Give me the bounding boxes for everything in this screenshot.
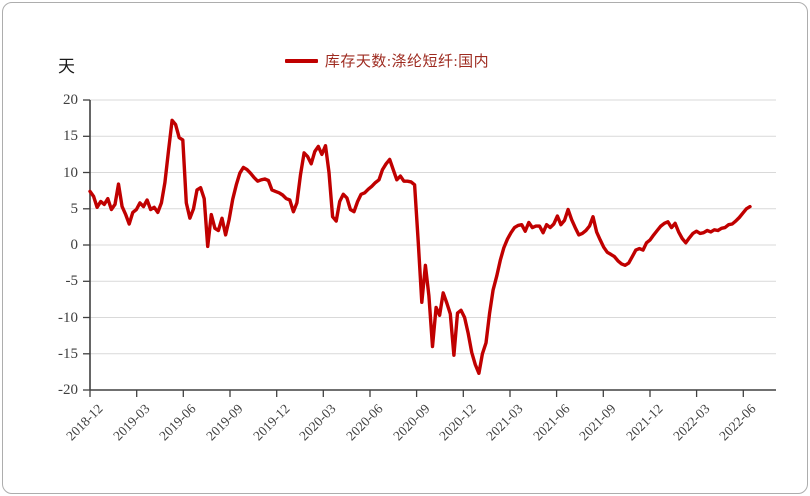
legend: 库存天数:涤纶短纤:国内 [0,50,792,71]
series-line [88,118,752,375]
y-axis-label-5: 5 [70,200,79,217]
y-axis-label-20: 20 [63,92,78,108]
y-axis-label--20: -20 [58,382,78,398]
y-axis-unit-label: 天 [58,57,75,76]
y-axis-label-0: 0 [70,237,79,253]
legend-line-swatch-icon [284,58,318,63]
y-axis-label--5: -5 [65,273,79,290]
legend-series-label: 库存天数:涤纶短纤:国内 [324,54,490,70]
y-axis-label--10: -10 [58,309,78,326]
y-axis-label-15: 15 [63,128,78,145]
y-axis-label-10: 10 [63,164,78,181]
y-axis-label--15: -15 [58,345,78,362]
